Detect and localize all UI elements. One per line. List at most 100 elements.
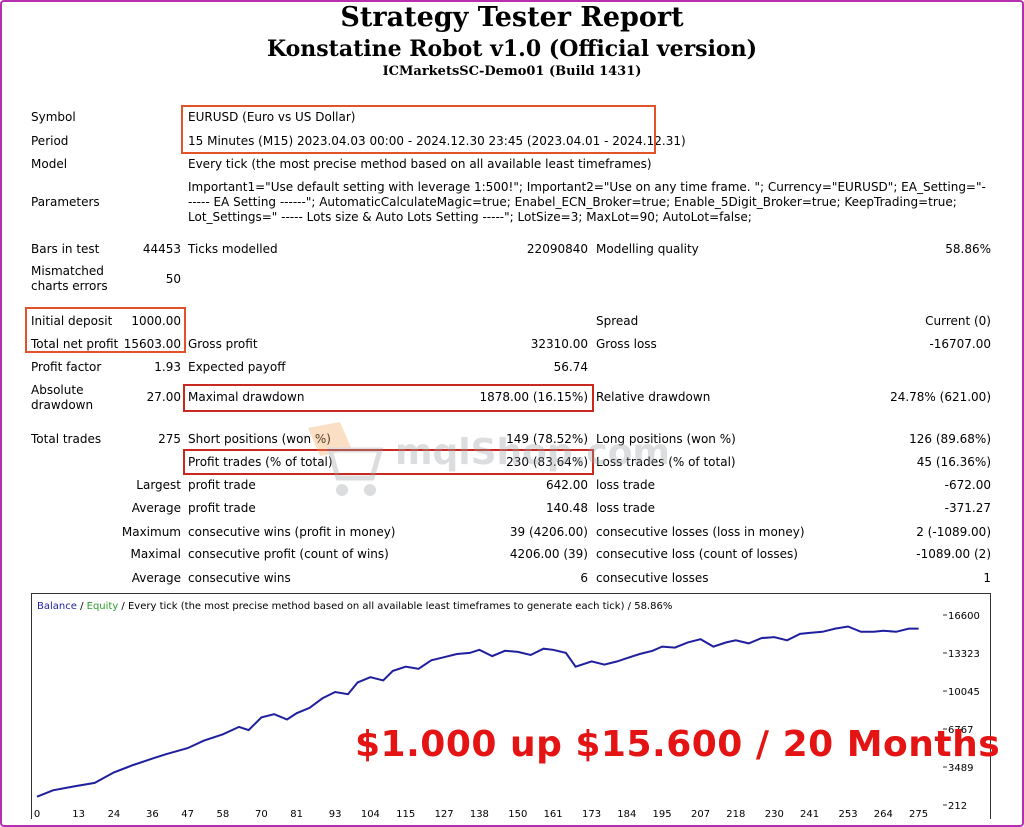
gross-loss-label: Gross loss bbox=[596, 337, 657, 351]
net-profit-label: Total net profit bbox=[31, 337, 119, 351]
y-tick-label: 13323 bbox=[948, 649, 980, 660]
average-loss-value: -371.27 bbox=[944, 501, 991, 515]
shopping-cart-icon bbox=[308, 422, 384, 496]
quality-label: Modelling quality bbox=[596, 242, 699, 256]
x-tick-label: 93 bbox=[329, 809, 342, 819]
spread-label: Spread bbox=[596, 314, 639, 328]
x-tick-label: 218 bbox=[726, 809, 745, 819]
watermark-text: mqlShop.com bbox=[395, 432, 670, 473]
x-tick-label: 264 bbox=[874, 809, 893, 819]
average-consecutive-wins-label: consecutive wins bbox=[188, 571, 291, 585]
maximal-consecutive-loss-label: consecutive loss (count of losses) bbox=[596, 547, 798, 561]
symbol-value: EURUSD (Euro vs US Dollar) bbox=[188, 110, 356, 124]
maximum-label: Maximum bbox=[121, 525, 181, 539]
x-tick-label: 173 bbox=[582, 809, 601, 819]
total-trades-label: Total trades bbox=[31, 432, 102, 446]
x-tick-label: 58 bbox=[217, 809, 230, 819]
x-tick-label: 13 bbox=[72, 809, 85, 819]
period-label: Period bbox=[31, 134, 69, 148]
x-tick-label: 47 bbox=[181, 809, 194, 819]
quality-value: 58.86% bbox=[945, 242, 991, 256]
maximal-consecutive-profit-value: 4206.00 (39) bbox=[509, 547, 588, 561]
period-value: 15 Minutes (M15) 2023.04.03 00:00 - 2024… bbox=[188, 134, 686, 148]
x-tick-label: 275 bbox=[909, 809, 928, 819]
legend-sep-1: / bbox=[77, 601, 87, 612]
x-tick-label: 207 bbox=[691, 809, 710, 819]
x-tick-label: 104 bbox=[361, 809, 380, 819]
average-label: Average bbox=[131, 501, 181, 515]
x-tick-label: 70 bbox=[255, 809, 268, 819]
average-loss-label: loss trade bbox=[596, 501, 655, 515]
x-tick-label: 150 bbox=[508, 809, 527, 819]
x-tick-label: 24 bbox=[108, 809, 121, 819]
y-tick-label: 10045 bbox=[948, 687, 980, 698]
profit-factor-label: Profit factor bbox=[31, 360, 102, 374]
largest-label: Largest bbox=[136, 478, 181, 492]
y-tick-label: 3489 bbox=[948, 763, 973, 774]
parameters-value: Important1="Use default setting with lev… bbox=[188, 180, 986, 224]
x-tick-label: 253 bbox=[838, 809, 857, 819]
average-consecutive-wins-value: 6 bbox=[580, 571, 588, 585]
spread-value: Current (0) bbox=[925, 314, 991, 328]
legend-description: Every tick (the most precise method base… bbox=[128, 601, 672, 612]
initial-deposit-value: 1000.00 bbox=[131, 314, 181, 328]
profit-trades-value: 230 (83.64%) bbox=[506, 455, 588, 469]
y-tick-label: 212 bbox=[948, 801, 967, 812]
mismatch-label-line2: charts errors bbox=[31, 279, 108, 293]
absolute-drawdown-label-line2: drawdown bbox=[31, 398, 94, 412]
relative-drawdown-value: 24.78% (621.00) bbox=[890, 390, 991, 404]
average-profit-value: 140.48 bbox=[546, 501, 588, 515]
model-label: Model bbox=[31, 157, 68, 171]
y-tick-label: 6767 bbox=[948, 725, 973, 736]
x-tick-label: 195 bbox=[653, 809, 672, 819]
largest-loss-value: -672.00 bbox=[944, 478, 991, 492]
legend-equity: Equity bbox=[87, 601, 119, 612]
max-consecutive-wins-label: consecutive wins (profit in money) bbox=[188, 525, 396, 539]
x-axis-ticks: 0 13 24 36 47 58 70 81 93 104 115 127 138 150 161 173 18… bbox=[34, 809, 928, 819]
max-consecutive-losses-value: 2 (-1089.00) bbox=[916, 525, 991, 539]
maximal-label: Maximal bbox=[130, 547, 181, 561]
long-positions-label: Long positions (won %) bbox=[596, 432, 736, 446]
mismatch-value: 50 bbox=[165, 272, 181, 286]
maximal-consecutive-loss-value: -1089.00 (2) bbox=[916, 547, 991, 561]
expected-payoff-label: Expected payoff bbox=[188, 360, 286, 374]
absolute-drawdown-label-line1: Absolute bbox=[31, 383, 84, 397]
model-value: Every tick (the most precise method base… bbox=[188, 157, 652, 171]
profit-trades-highlight bbox=[183, 449, 594, 475]
balance-chart: Balance / Equity / Every tick (the most … bbox=[31, 593, 991, 819]
y-tick-label: 16600 bbox=[948, 611, 980, 622]
x-tick-label: 127 bbox=[435, 809, 454, 819]
chart-border bbox=[31, 593, 991, 819]
profit-factor-value: 1.93 bbox=[154, 360, 181, 374]
largest-profit-value: 642.00 bbox=[546, 478, 588, 492]
x-tick-label: 161 bbox=[544, 809, 563, 819]
maximal-consecutive-profit-label: consecutive profit (count of wins) bbox=[188, 547, 389, 561]
mqlshop-watermark: mqlShop.com bbox=[300, 420, 670, 500]
deposit-profit-highlight bbox=[25, 307, 186, 353]
expected-payoff-value: 56.74 bbox=[553, 360, 588, 374]
bars-label: Bars in test bbox=[31, 242, 100, 256]
profit-trades-label: Profit trades (% of total) bbox=[188, 455, 333, 469]
max-consecutive-wins-value: 39 (4206.00) bbox=[509, 525, 588, 539]
short-positions-value: 149 (78.52%) bbox=[506, 432, 588, 446]
report-title: Strategy Tester Report bbox=[340, 2, 684, 33]
gross-profit-label: Gross profit bbox=[188, 337, 258, 351]
legend-sep-2: / bbox=[118, 601, 128, 612]
bars-value: 44453 bbox=[142, 242, 181, 256]
symbol-label: Symbol bbox=[31, 110, 76, 124]
net-profit-value: 15603.00 bbox=[123, 337, 181, 351]
maximal-drawdown-label: Maximal drawdown bbox=[188, 390, 305, 404]
ticks-label: Ticks modelled bbox=[188, 242, 278, 256]
chart-legend: Balance / Equity / Every tick (the most … bbox=[37, 601, 672, 612]
robot-name: Konstatine Robot v1.0 (Official version) bbox=[266, 36, 758, 62]
largest-profit-label: profit trade bbox=[188, 478, 256, 492]
average-consecutive-losses-label: consecutive losses bbox=[596, 571, 709, 585]
loss-trades-label: Loss trades (% of total) bbox=[596, 455, 736, 469]
average-consecutive-label: Average bbox=[131, 571, 181, 585]
gross-profit-value: 32310.00 bbox=[530, 337, 588, 351]
average-profit-label: profit trade bbox=[188, 501, 256, 515]
largest-loss-label: loss trade bbox=[596, 478, 655, 492]
absolute-drawdown-value: 27.00 bbox=[146, 390, 181, 404]
max-consecutive-losses-label: consecutive losses (loss in money) bbox=[596, 525, 805, 539]
promo-caption: $1.000 up $15.600 / 20 Months bbox=[355, 724, 1001, 765]
